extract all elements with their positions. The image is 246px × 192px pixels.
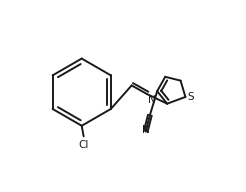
Text: Cl: Cl bbox=[78, 140, 89, 150]
Text: N: N bbox=[142, 125, 150, 135]
Text: N: N bbox=[148, 95, 156, 105]
Text: S: S bbox=[188, 92, 194, 102]
